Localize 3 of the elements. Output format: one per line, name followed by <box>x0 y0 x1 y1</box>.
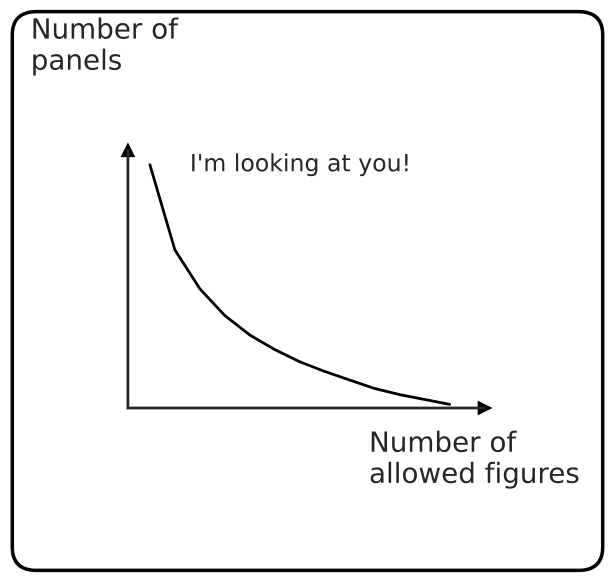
x-axis-title: Number of allowed figures <box>370 430 578 489</box>
y-axis-title: Number of panels <box>33 17 178 76</box>
annotation: I'm looking at you! <box>192 153 408 176</box>
